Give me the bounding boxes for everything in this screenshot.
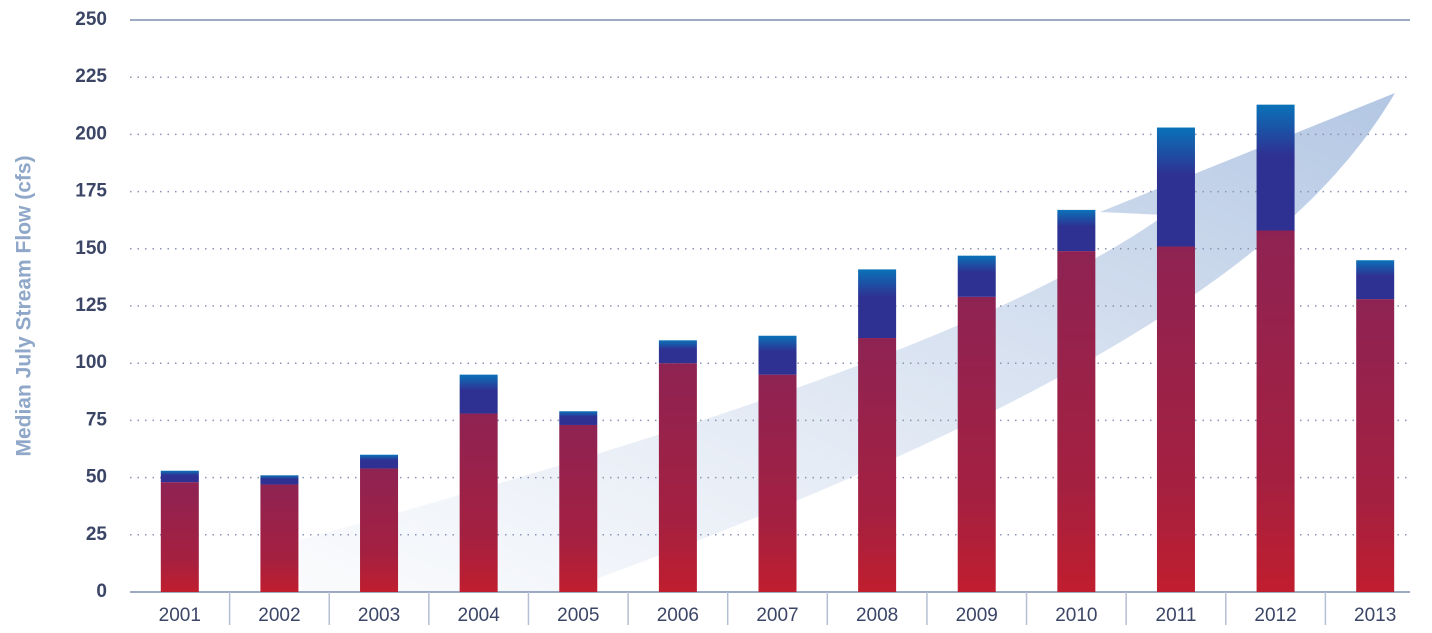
bar-segment [658,340,697,364]
y-tick-label: 200 [75,123,107,144]
bar-segment [160,470,199,483]
y-tick-label: 100 [75,352,107,373]
bar-segment [858,338,897,592]
bar-segment [658,363,697,592]
y-tick-label: 0 [96,581,107,602]
bar-segment [459,374,498,414]
bar-segment [360,454,399,469]
bar-segment [559,411,598,425]
y-tick-label: 50 [86,467,107,488]
bar-segment [1256,104,1295,231]
y-tick-label: 250 [75,9,107,30]
y-tick-label: 175 [75,181,107,202]
y-tick-label: 75 [86,409,108,430]
x-tick-label: 2008 [856,605,898,626]
bar-segment [459,413,498,592]
x-tick-label: 2009 [956,605,998,626]
x-tick-label: 2013 [1354,605,1396,626]
x-tick-label: 2010 [1055,605,1097,626]
y-tick-label: 225 [75,66,107,87]
bar-segment [1356,260,1395,300]
bar-segment [360,468,399,592]
bar-segment [858,269,897,339]
bar-segment [758,335,797,375]
x-tick-label: 2004 [458,605,501,626]
bar-segment [957,296,996,592]
bar-segment [260,475,299,485]
x-tick-label: 2003 [358,605,400,626]
x-tick-label: 2011 [1156,605,1197,626]
bar-segment [1256,230,1295,592]
y-tick-label: 25 [86,524,108,545]
bar-segment [1356,299,1395,592]
x-tick-label: 2007 [756,605,798,626]
bar-segment [758,374,797,592]
y-tick-label: 150 [75,238,107,259]
bar-segment [1156,127,1195,247]
bar-segment [160,482,199,592]
bar-segment [1156,246,1195,592]
x-tick-label: 2006 [657,605,699,626]
x-tick-label: 2005 [557,605,599,626]
bar-segment [1057,251,1096,592]
bar-segment [559,424,598,592]
x-tick-label: 2002 [258,605,300,626]
bar-segment [957,255,996,297]
x-tick-label: 2012 [1254,605,1296,626]
y-axis-title: Median July Stream Flow (cfs) [13,155,36,456]
bar-segment [260,484,299,592]
bar-segment [1057,209,1096,252]
y-tick-label: 125 [75,295,107,316]
x-tick-label: 2001 [159,605,201,626]
